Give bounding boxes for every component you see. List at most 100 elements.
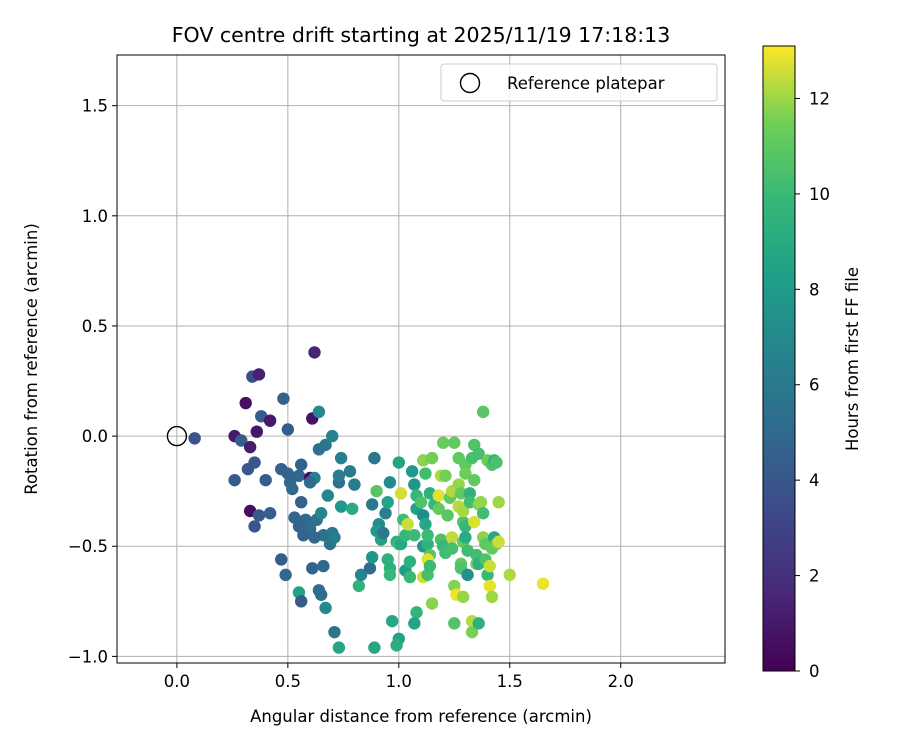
data-point [445,542,459,555]
colorbar-tick-label: 6 [809,376,820,395]
data-point [483,559,496,573]
data-point [314,588,328,601]
colorbar-gradient [762,45,796,672]
data-point [414,495,428,509]
y-tick-label: 1.5 [82,97,108,116]
data-point [332,641,346,654]
data-point [423,559,437,573]
data-point [365,551,379,564]
data-point [303,476,317,489]
x-axis-label: Angular distance from reference (arcmin) [250,707,592,726]
data-point [492,495,505,509]
data-point [243,440,257,454]
colorbar-ticks: 0 2 4 6 8 10 12 [795,89,830,681]
data-point [399,529,412,542]
y-axis-label: Rotation from reference (arcmin) [22,223,41,495]
data-point [394,487,408,500]
data-point [292,520,306,533]
data-point [259,473,272,487]
data-point [408,529,421,542]
data-point [317,559,330,573]
chart-title: FOV centre drift starting at 2025/11/19 … [172,23,671,47]
data-point [326,429,339,443]
data-point [459,467,472,480]
data-point [425,597,439,610]
colorbar-label: Hours from first FF file [843,267,862,451]
data-point [321,489,335,502]
data-point [492,535,505,549]
data-point [319,438,332,452]
x-tick-label: 0.5 [275,672,301,691]
colorbar-tick-label: 4 [809,471,820,490]
data-point [354,568,368,582]
colorbar-tick-label: 2 [809,567,820,586]
data-point [294,595,308,608]
data-point [292,469,306,482]
data-point [385,614,399,628]
data-point [228,473,241,487]
data-point [403,570,417,584]
plot-frame [116,54,726,664]
data-point [432,502,445,515]
colorbar: 0 2 4 6 8 10 12 Hours from first FF file [762,45,862,681]
data-point [308,531,321,544]
data-point [463,487,477,500]
colorbar-tick-label: 10 [809,185,830,204]
data-point [436,436,450,449]
data-point [490,456,503,469]
data-point [503,568,516,582]
data-point [432,489,445,502]
y-tick-label: 0.5 [82,317,108,336]
data-point [465,625,479,639]
data-point [294,458,308,471]
data-point [328,531,341,544]
data-point [363,562,377,575]
data-point [370,484,383,498]
data-point [348,478,361,491]
data-point [319,601,332,615]
legend: Reference platepar [440,63,718,102]
x-tick-label: 0.0 [164,672,190,691]
data-point [381,495,394,509]
data-point [334,451,348,465]
y-axis-ticks: −1.0 −0.5 0.0 0.5 1.0 1.5 [68,97,117,666]
data-point [312,405,326,419]
y-tick-label: −1.0 [68,647,108,666]
x-tick-label: 1.0 [386,672,412,691]
data-point [405,465,419,478]
data-point [281,423,295,436]
data-point [368,641,381,654]
x-tick-label: 1.5 [497,672,523,691]
data-point [441,509,454,522]
data-point [448,436,461,449]
data-point [472,447,485,460]
data-point [306,562,319,575]
data-point [252,368,266,381]
y-tick-label: 1.0 [82,207,108,226]
data-point [328,625,341,639]
gridlines [117,55,725,663]
plot-area [117,55,725,663]
data-point [235,434,248,447]
data-point [403,555,417,568]
data-point [365,498,379,511]
x-tick-label: 2.0 [608,672,634,691]
data-point [241,462,255,476]
data-point [392,456,406,469]
data-point [379,507,392,520]
y-tick-label: 0.0 [82,427,108,446]
data-point [410,606,423,619]
data-point [461,568,474,582]
data-point [468,473,481,487]
legend-box [440,63,718,102]
data-point [294,495,308,509]
data-point [476,405,490,419]
data-point [425,451,439,465]
data-point [275,553,288,566]
data-point [332,469,346,482]
colorbar-tick-label: 8 [809,280,820,299]
data-point [279,568,292,582]
data-point [536,577,550,590]
data-point [252,509,266,522]
